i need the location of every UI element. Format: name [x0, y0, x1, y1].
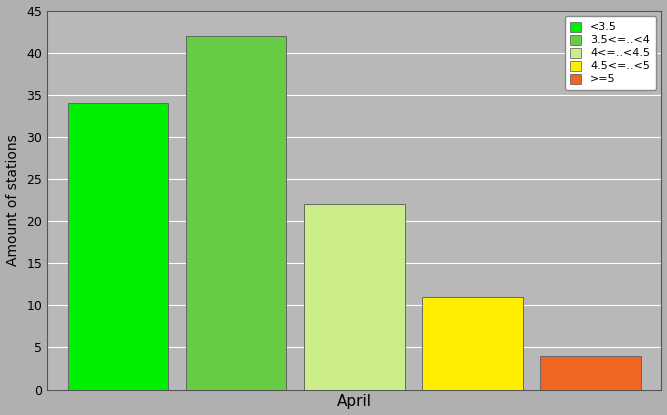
Bar — [304, 204, 405, 390]
Bar — [540, 356, 641, 390]
Y-axis label: Amount of stations: Amount of stations — [5, 134, 19, 266]
Bar — [422, 297, 523, 390]
Bar — [68, 103, 168, 390]
Legend: <3.5, 3.5<=..<4, 4<=..<4.5, 4.5<=..<5, >=5: <3.5, 3.5<=..<4, 4<=..<4.5, 4.5<=..<5, >… — [565, 16, 656, 90]
Bar — [186, 36, 286, 390]
